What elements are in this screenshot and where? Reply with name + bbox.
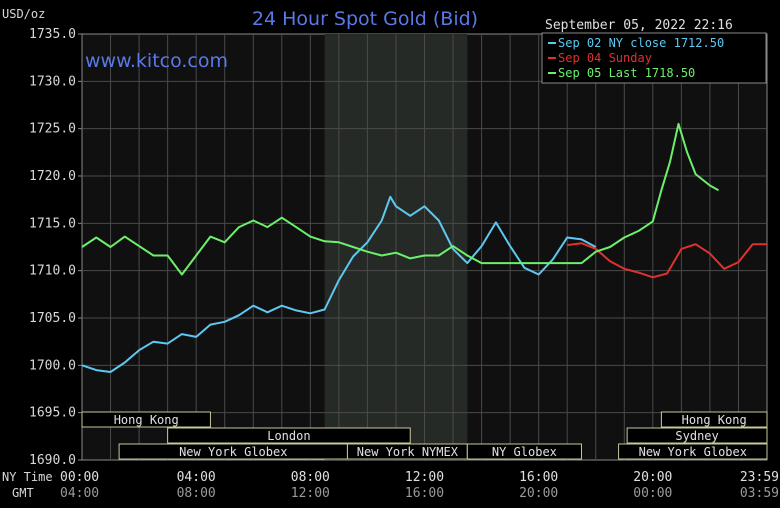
y-tick-label: 1710.0 [29,264,76,279]
session-label: Hong Kong [114,413,179,427]
x-axis-ny-label: NY Time [2,470,53,484]
session-bars: Hong Kong London New York Globex New York N… [81,411,768,460]
x-tick-label-gmt: 04:00 [60,486,99,501]
kitco-watermark: www.kitco.com [85,50,228,72]
session-bar [618,443,768,460]
legend-box [541,32,767,84]
x-tick-label-ny: 04:00 [177,470,216,485]
x-tick-label-gmt: 08:00 [177,486,216,501]
legend-label-sep02: Sep 02 NY close 1712.50 [558,36,724,50]
chart-timestamp: September 05, 2022 22:16 [545,18,733,33]
session-bar [466,443,582,460]
legend-label-sep05: Sep 05 Last 1718.50 [558,66,695,80]
chart-title: 24 Hour Spot Gold (Bid) [252,8,478,30]
y-tick-label: 1705.0 [29,311,76,326]
x-tick-label-gmt: 16:00 [405,486,444,501]
session-label: New York NYMEX [357,445,459,459]
price-series [81,122,767,373]
x-tick-label-gmt: 00:00 [633,486,672,501]
legend: Sep 02 NY close 1712.50 Sep 04 Sunday Se… [541,32,767,84]
y-axis: 1735.0 1730.0 1725.0 1720.0 1715.0 1710.0 1705… [29,27,82,468]
series-line [81,122,719,276]
x-tick-label-ny: 00:00 [60,470,99,485]
y-axis-unit-label: USD/oz [2,7,45,21]
session-label: London [267,429,310,443]
y-tick-label: 1695.0 [29,406,76,421]
x-axis-gmt-label: GMT [12,486,34,500]
y-tick-label: 1730.0 [29,74,76,89]
y-tick-label: 1715.0 [29,216,76,231]
y-tick-label: 1700.0 [29,358,76,373]
session-label: New York Globex [639,445,747,459]
session-bar [167,427,411,444]
session-label: New York Globex [179,445,287,459]
legend-label-sep04: Sep 04 Sunday [558,51,652,65]
y-tick-label: 1720.0 [29,169,76,184]
session-label: Hong Kong [682,413,747,427]
series-line [567,242,767,279]
x-tick-label-gmt: 20:00 [519,486,558,501]
x-tick-label-ny: 23:59 [740,470,779,485]
x-tick-label-ny: 16:00 [519,470,558,485]
x-tick-label-ny: 08:00 [291,470,330,485]
series-line [81,195,597,373]
y-tick-label: 1690.0 [29,453,76,468]
y-tick-label: 1725.0 [29,122,76,137]
session-label: Sydney [675,429,718,443]
x-tick-label-ny: 12:00 [405,470,444,485]
y-tick-label: 1735.0 [29,27,76,42]
x-tick-label-gmt: 03:59 [740,486,779,501]
x-tick-label-ny: 20:00 [633,470,672,485]
session-bar [660,411,768,428]
x-axis: 00:0004:0004:0008:0008:0012:0012:0016:00… [60,470,779,501]
x-tick-label-gmt: 12:00 [291,486,330,501]
session-bar [81,411,211,428]
session-bar [626,427,768,444]
session-label: NY Globex [492,445,557,459]
